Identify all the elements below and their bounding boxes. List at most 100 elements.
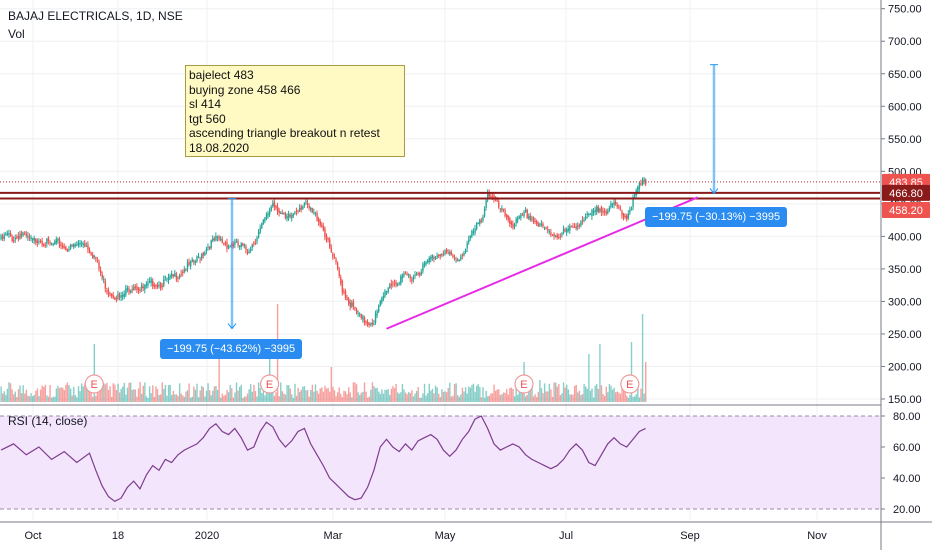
volume-bar <box>111 396 113 402</box>
candle-body <box>58 239 61 247</box>
candle-body <box>308 205 310 209</box>
candle-body <box>183 269 186 273</box>
candle-body <box>166 278 168 280</box>
volume-bar <box>346 394 348 402</box>
candle-body <box>627 213 630 219</box>
candle-body <box>193 260 195 262</box>
volume-bar <box>39 389 42 402</box>
volume-bar <box>169 384 171 402</box>
volume-bar <box>166 395 168 402</box>
candle-body <box>287 214 290 218</box>
volume-bar <box>212 390 214 402</box>
candle-body <box>325 235 328 240</box>
volume-bar <box>379 393 381 402</box>
candle-body <box>174 273 176 277</box>
volume-bar <box>280 382 282 402</box>
volume-bar <box>553 382 555 402</box>
candle-body <box>156 284 159 288</box>
candle-body <box>543 227 546 229</box>
volume-bar <box>412 396 415 402</box>
candle-body <box>562 229 565 234</box>
volume-bar <box>155 386 157 402</box>
candle-body <box>354 307 356 309</box>
volume-bar <box>313 391 315 402</box>
rsi-tick-label: 60.00 <box>893 442 921 454</box>
earnings-marker[interactable] <box>84 374 104 394</box>
candle-body <box>540 223 543 226</box>
volume-bar <box>319 388 321 402</box>
candle-body <box>592 211 595 213</box>
candle-body <box>52 243 54 245</box>
volume-bar <box>148 386 151 402</box>
candle-body <box>387 287 389 293</box>
volume-bar <box>201 386 203 402</box>
candle-body <box>332 253 334 257</box>
volume-bar <box>365 391 367 402</box>
volume-bar <box>501 394 503 402</box>
candle-body <box>275 205 277 209</box>
volume-bar <box>159 394 162 402</box>
volume-bar <box>229 384 231 402</box>
candle-body <box>510 221 513 225</box>
volume-bar <box>581 393 584 402</box>
candle-body <box>469 235 472 239</box>
volume-bar <box>599 344 601 402</box>
earnings-marker[interactable] <box>514 374 534 394</box>
volume-bar <box>327 387 329 402</box>
volume-bar <box>425 395 427 402</box>
earnings-marker-label: E <box>266 379 273 391</box>
volume-bar <box>207 383 209 402</box>
volume-bar <box>602 394 604 402</box>
candle-body <box>171 273 173 277</box>
volume-bar <box>44 384 47 402</box>
volume-bar <box>392 386 394 402</box>
volume-bar <box>270 390 272 402</box>
earnings-marker[interactable] <box>620 374 640 394</box>
candle-body <box>341 281 344 293</box>
candle-body <box>303 203 306 206</box>
measure-label-right[interactable]: −199.75 (−30.13%) −3995 <box>645 207 788 227</box>
volume-bar <box>95 395 97 402</box>
candle-body <box>273 201 276 207</box>
measure-label-left[interactable]: −199.75 (−43.62%) −3995 <box>160 339 303 359</box>
candle-body <box>455 259 457 261</box>
candle-body <box>583 219 585 221</box>
volume-bar <box>1 393 4 402</box>
volume-bar <box>341 397 344 402</box>
candle-body <box>256 237 258 242</box>
candle-body <box>599 209 601 212</box>
candle-body <box>638 182 641 189</box>
volume-bar <box>510 387 513 402</box>
candle-body <box>300 206 302 210</box>
candle-body <box>506 214 508 218</box>
candle-body <box>314 212 317 214</box>
candle-body <box>50 243 53 245</box>
candle-body <box>39 240 42 242</box>
volume-bar <box>238 386 241 402</box>
rsi-band <box>0 416 880 509</box>
volume-bar <box>487 396 489 402</box>
candle-body <box>243 244 246 247</box>
note-box[interactable]: bajelect 483 buying zone 458 466 sl 414 … <box>185 65 405 157</box>
candle-body <box>65 246 67 250</box>
y-tick-label: 700.00 <box>888 36 922 48</box>
volume-bar <box>540 388 543 402</box>
candle-body <box>496 200 498 202</box>
candle-body <box>482 216 484 221</box>
candle-body <box>415 273 418 275</box>
volume-bar <box>607 392 609 402</box>
volume-bar <box>570 394 573 402</box>
volume-bar <box>504 392 506 402</box>
earnings-marker[interactable] <box>260 374 280 394</box>
candle-body <box>210 240 212 248</box>
tag-upper-bg <box>882 184 930 201</box>
volume-bar <box>88 387 91 402</box>
volume-bar <box>35 390 37 402</box>
volume-bar <box>537 391 539 402</box>
candle-body <box>306 202 309 205</box>
volume-bar <box>572 394 574 402</box>
candle-body <box>213 238 216 241</box>
measure-tools[interactable] <box>227 64 719 330</box>
